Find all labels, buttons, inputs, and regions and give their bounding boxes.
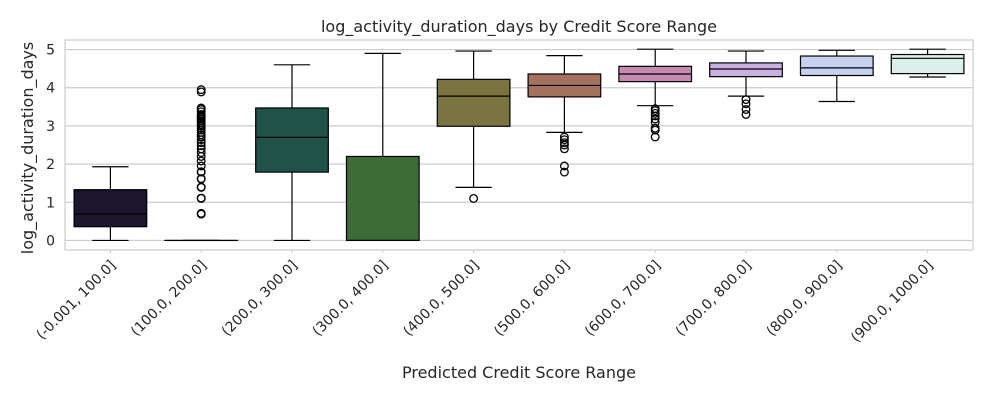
outlier-point	[650, 114, 660, 124]
outlier-point	[196, 141, 206, 151]
outlier-point	[650, 132, 660, 142]
x-axis-label: Predicted Credit Score Range	[402, 363, 636, 382]
outlier-point	[741, 105, 751, 114]
box-group	[527, 55, 602, 177]
outlier-point	[196, 110, 206, 119]
outlier-point	[196, 193, 206, 203]
outlier-point	[196, 148, 206, 158]
outlier-point	[196, 103, 206, 113]
x-tick-label: (-0.001, 100.0]	[34, 258, 120, 344]
box-iqr	[436, 78, 511, 127]
y-tick-label: 0	[46, 233, 55, 249]
box-group	[164, 85, 239, 242]
outlier-point	[196, 144, 206, 154]
box-group	[890, 48, 965, 78]
outlier-point	[650, 118, 660, 127]
outlier-point	[196, 182, 206, 192]
outlier-point	[196, 85, 206, 95]
y-axis-label: log_activity_duration_days	[18, 42, 38, 254]
outlier-point	[650, 108, 660, 118]
box-iqr	[73, 189, 148, 228]
x-tick-labels: (-0.001, 100.0] (100.0, 200.0] (200.0, 300…	[34, 250, 936, 346]
y-tick-labels: 0 1 2 3 4 5	[46, 43, 55, 250]
outlier-point	[196, 208, 206, 218]
outlier-point	[196, 161, 206, 171]
box-iqr	[345, 155, 420, 242]
x-tick-label: (500.0, 600.0]	[491, 258, 573, 340]
y-tick-label: 1	[46, 195, 55, 211]
outlier-point	[741, 99, 751, 109]
y-tick-label: 4	[46, 81, 55, 97]
x-tick-label: (900.0, 1000.0]	[848, 258, 936, 346]
outlier-point	[469, 194, 479, 203]
outlier-point	[196, 156, 206, 166]
box-group	[255, 64, 329, 242]
box-iqr	[799, 55, 874, 77]
x-tick-label: (100.0, 200.0]	[128, 258, 210, 340]
box-group	[436, 50, 511, 203]
x-tick-label: (700.0, 800.0]	[673, 258, 755, 340]
chart-title: log_activity_duration_days by Credit Sco…	[321, 17, 717, 37]
x-tick-label: (300.0, 400.0]	[310, 258, 392, 340]
outlier-point	[559, 138, 569, 148]
outlier-point	[741, 95, 751, 105]
plot-area	[73, 48, 965, 242]
box-group	[345, 52, 420, 242]
box-group	[618, 48, 693, 142]
outlier-point	[559, 144, 569, 154]
box-group	[709, 50, 783, 119]
outlier-point	[559, 135, 569, 145]
x-tick-label: (800.0, 900.0]	[764, 258, 846, 340]
x-tick-label: (400.0, 500.0]	[400, 258, 482, 340]
grid-lines	[65, 48, 973, 242]
outlier-point	[650, 104, 660, 114]
box-iqr	[709, 62, 783, 78]
x-tick-label: (200.0, 300.0]	[219, 258, 301, 340]
outlier-point	[559, 161, 569, 171]
plot-frame	[64, 39, 974, 251]
outlier-point	[196, 167, 206, 177]
outlier-point	[741, 110, 751, 119]
box-iqr	[255, 107, 329, 173]
box-group	[799, 49, 874, 103]
outlier-point	[650, 123, 660, 133]
x-tick-label: (600.0, 700.0]	[582, 258, 664, 340]
box-group	[73, 166, 148, 242]
y-tick-label: 3	[46, 119, 55, 135]
y-tick-label: 5	[46, 43, 55, 59]
outlier-point	[196, 174, 206, 184]
box-iqr	[890, 53, 965, 75]
outlier-point	[559, 167, 569, 177]
y-tick-label: 2	[46, 157, 55, 173]
outlier-point	[559, 132, 569, 142]
